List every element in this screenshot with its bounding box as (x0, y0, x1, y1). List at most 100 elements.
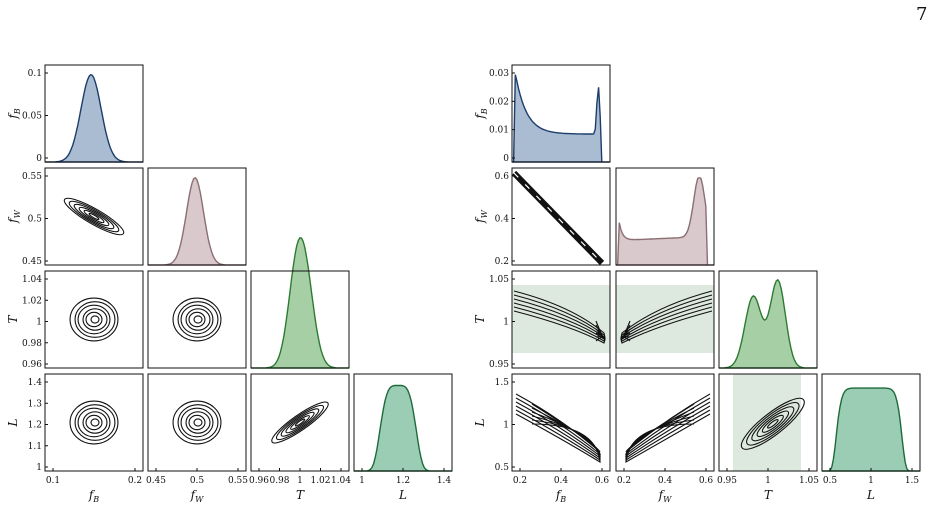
corner-plot-right: 00.010.020.030.20.40.60.9511.050.511.50.… (489, 64, 921, 486)
contour-line (271, 401, 329, 444)
x-tick-label: 1 (765, 476, 771, 486)
contour-line (515, 401, 601, 458)
y-tick-label: 1 (503, 421, 509, 431)
contour-line (90, 315, 100, 324)
y-tick-label: 0.2 (495, 257, 509, 267)
x-tick-label: 1.05 (799, 476, 819, 486)
panel-left-0-0: 0 0.05 0.1 (22, 64, 144, 164)
panel-right-1-1 (615, 167, 715, 266)
xlabel-left-3: L (398, 488, 407, 502)
contour-line (625, 409, 711, 462)
xlabel-left-2: T (296, 488, 305, 502)
contour-line (78, 206, 110, 227)
contour-line (90, 418, 100, 427)
y-tick-label: 0.05 (22, 112, 42, 122)
x-tick-label: 1.2 (396, 476, 410, 486)
contour-line (280, 408, 320, 437)
panel-frame (250, 270, 350, 369)
y-tick-label: 1.05 (489, 275, 509, 285)
x-tick-label: 0.6 (595, 476, 610, 486)
contour-line (77, 304, 111, 335)
x-tick-label: 0.45 (146, 476, 166, 486)
y-tick-label: 0.95 (489, 360, 509, 370)
y-tick-label: 1.1 (28, 442, 42, 452)
x-tick-label: 0.55 (228, 476, 248, 486)
x-tick-label: 0.95 (717, 476, 737, 486)
panel-left-3-0: 1 1.1 1.2 1.3 1.4 0.1 0.2 (28, 373, 144, 486)
density-curve (251, 236, 349, 369)
panel-frame (44, 167, 144, 266)
panel-frame (147, 270, 247, 369)
y-tick-label: 1.3 (28, 399, 43, 409)
xlabel-right-1: fW (658, 488, 672, 504)
y-tick-label: 0.01 (489, 126, 509, 136)
contour-line (746, 402, 800, 446)
contour-line (77, 407, 111, 438)
ylabel-right-2: T (473, 315, 487, 324)
contour-line (85, 311, 103, 328)
panel-right-3-1: 0.2 0.4 0.6 (615, 373, 715, 486)
panel-frame (511, 270, 611, 369)
contour-line (82, 411, 108, 434)
panel-right-2-2 (718, 270, 818, 369)
density-curve (616, 176, 714, 266)
y-tick-label: 1 (36, 463, 42, 473)
density-curve (822, 387, 920, 472)
x-tick-label: 1.4 (437, 476, 452, 486)
y-tick-label: 0 (503, 154, 509, 164)
xlabel-left-0: fB (88, 488, 99, 504)
contour-line (74, 404, 116, 441)
x-tick-label: 0.5 (823, 476, 838, 486)
panel-frame (147, 373, 247, 472)
x-tick-label: 1 (868, 476, 874, 486)
y-tick-label: 0.45 (22, 257, 42, 267)
density-curve (354, 384, 452, 472)
contour-line (180, 407, 214, 438)
panel-right-2-0: 0.95 1 1.05 (489, 270, 611, 370)
contour-line (185, 411, 211, 434)
x-tick-label: 0.98 (269, 476, 289, 486)
x-tick-label: 0.4 (554, 476, 569, 486)
y-tick-label: 0.98 (22, 339, 42, 349)
contour-line (68, 200, 120, 233)
band-highlight (512, 285, 610, 353)
y-tick-label: 0.6 (495, 172, 510, 182)
contour-line (515, 409, 601, 462)
contour-line (767, 419, 779, 429)
panel-left-1-0: 0.45 0.5 0.55 (22, 167, 144, 267)
page-number: 7 (916, 4, 928, 25)
x-tick-label: 1.04 (331, 476, 351, 486)
y-tick-label: 1.4 (28, 378, 43, 388)
panel-left-2-0: 0.96 0.98 1 1.02 1.04 (22, 270, 144, 370)
contour-line (275, 404, 325, 441)
panel-frame (615, 167, 715, 266)
band-highlight (616, 285, 714, 353)
y-tick-label: 1 (503, 318, 509, 328)
panel-left-3-1: 0.45 0.5 0.55 (146, 373, 248, 486)
ylabel-right-3: L (473, 418, 487, 427)
contour-line (188, 311, 206, 328)
xlabel-right-2: T (764, 488, 773, 502)
panel-frame (511, 64, 611, 163)
ylabel-right-1: fW (473, 209, 489, 223)
contour-line (740, 397, 805, 450)
contour-line (88, 212, 100, 221)
y-tick-label: 0.4 (495, 215, 510, 225)
y-tick-label: 1.2 (28, 421, 42, 431)
x-tick-label: 0.5 (190, 476, 205, 486)
y-tick-label: 0.1 (28, 69, 42, 79)
y-tick-label: 0.03 (489, 69, 509, 79)
contour-line (74, 301, 116, 338)
contour-line (82, 308, 108, 331)
density-curve (719, 278, 817, 369)
y-tick-label: 1.02 (22, 296, 42, 306)
ylabel-left-0: fB (6, 108, 22, 119)
x-tick-label: 0.2 (513, 476, 527, 486)
contour-line (761, 414, 784, 433)
ylabel-left-2: T (6, 315, 20, 324)
contour-line (69, 400, 119, 445)
x-tick-label: 0.1 (46, 476, 60, 486)
density-curve (512, 74, 610, 163)
panel-left-1-1 (147, 167, 247, 266)
panel-frame (511, 167, 611, 266)
